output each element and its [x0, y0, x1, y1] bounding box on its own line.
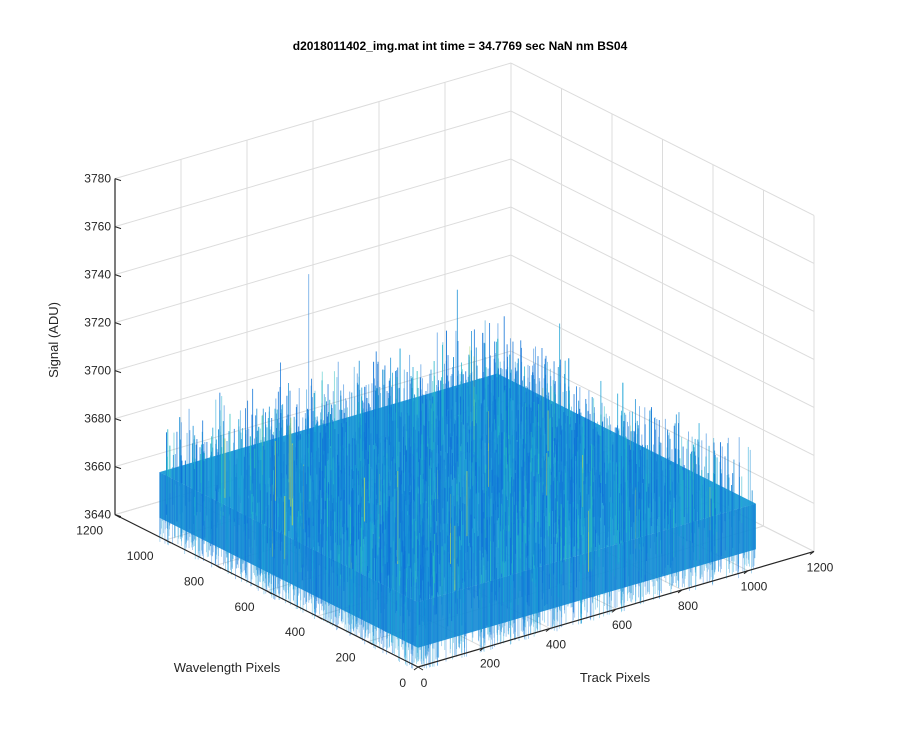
back-wall-gridline — [114, 254, 512, 372]
side-wall-gridline — [510, 62, 815, 216]
side-wall-gridline — [510, 206, 815, 360]
back-wall-gridline — [114, 110, 512, 228]
side-wall-gridline — [510, 158, 815, 312]
side-wall-gridline — [510, 302, 815, 456]
side-wall-gridline — [510, 110, 815, 264]
side-wall-gridline — [510, 350, 815, 504]
back-wall-gridline — [114, 206, 512, 324]
side-wall-gridline — [510, 254, 815, 408]
surface — [159, 274, 756, 669]
back-wall-gridline — [114, 158, 512, 276]
back-wall-gridline — [114, 62, 512, 180]
back-wall-gridline — [114, 302, 512, 420]
